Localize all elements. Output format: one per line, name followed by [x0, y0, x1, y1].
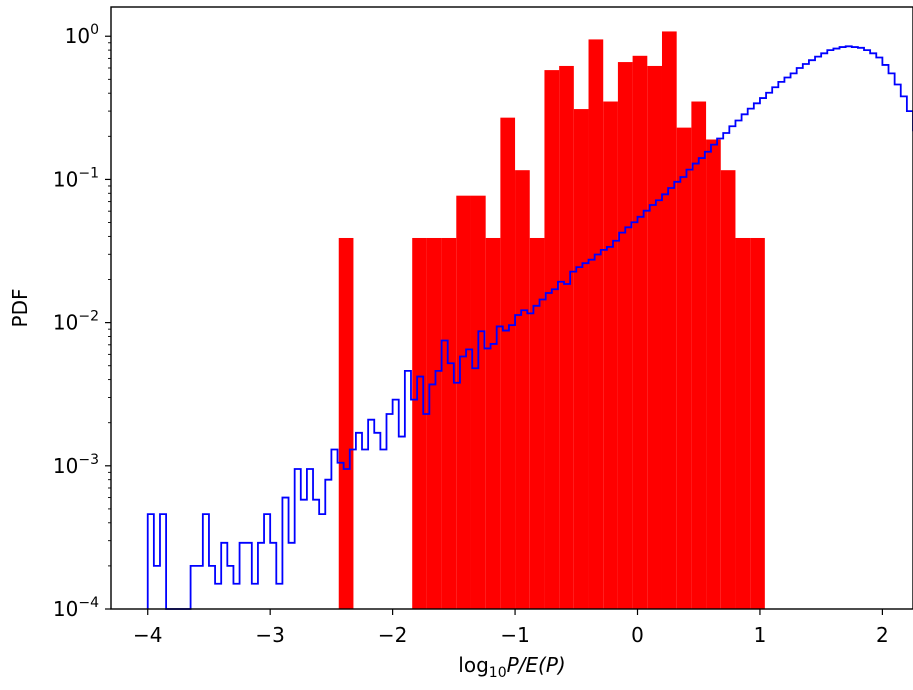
y-axis-label: PDF [8, 289, 32, 328]
x-tick-label: 1 [754, 623, 767, 647]
histogram-bar [632, 55, 648, 609]
histogram-bar [720, 170, 736, 609]
histogram-bar [588, 39, 604, 610]
x-axis-label: log10P/E(P) [458, 653, 565, 681]
x-tick-label: −1 [500, 623, 529, 647]
x-tick-label: −4 [133, 623, 162, 647]
histogram-bar [617, 62, 633, 610]
histogram-bar [647, 65, 662, 610]
y-tick-label: 10−2 [53, 309, 99, 335]
x-tick-label: 2 [876, 623, 889, 647]
histogram-bar [573, 109, 589, 610]
histogram-bar [515, 170, 530, 609]
step-histogram-line [146, 45, 913, 610]
x-axis-ticks: −4 −3 −2 −1 0 1 2 [133, 609, 889, 647]
histogram-bar [500, 117, 516, 609]
histogram-bar [559, 65, 574, 610]
x-axis-label-sub: 10 [489, 665, 507, 681]
histogram-bar [691, 101, 707, 609]
histogram-bar [456, 195, 471, 609]
y-tick-label: 10−4 [53, 595, 99, 621]
x-tick-label: −3 [255, 623, 284, 647]
histogram-bar [706, 139, 721, 609]
histogram-bar [603, 101, 618, 609]
y-tick-label: 100 [65, 22, 99, 48]
histogram-bar [441, 237, 457, 609]
x-axis-label-base: log [458, 653, 489, 677]
histogram-bar [485, 237, 501, 609]
histogram-bar [529, 237, 545, 609]
y-tick-label: 10−1 [53, 165, 99, 191]
histogram-bar [661, 31, 677, 609]
x-tick-label: −2 [378, 623, 407, 647]
histogram-bar [750, 237, 765, 609]
red-histogram-bars [338, 31, 765, 610]
histogram-bar [735, 237, 751, 609]
x-axis-label-expr: P/E(P) [507, 653, 566, 677]
histogram-bar [412, 237, 427, 609]
axes [110, 6, 913, 610]
histogram-bar [338, 237, 354, 609]
y-axis-ticks: 10−4 10−3 10−2 10−1 100 [53, 22, 111, 621]
y-tick-label: 10−3 [53, 452, 99, 478]
blue-step-histogram [146, 45, 913, 610]
axes-frame [110, 6, 913, 610]
x-tick-label: 0 [631, 623, 644, 647]
histogram-bar [470, 195, 486, 609]
histogram-bar [676, 127, 692, 610]
histogram-bar [544, 70, 560, 610]
histogram-bar [426, 237, 442, 609]
